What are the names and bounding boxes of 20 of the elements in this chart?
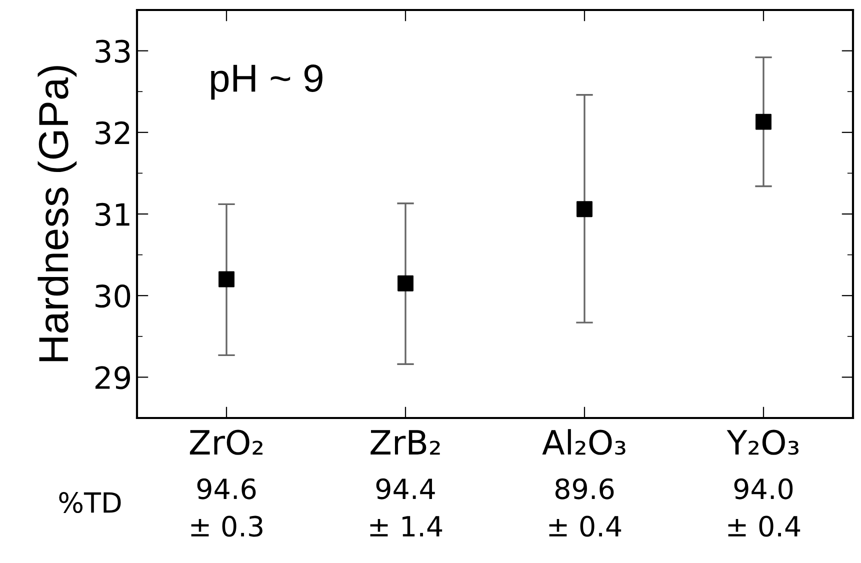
text: 94.4 ± 1.4 <box>370 478 442 536</box>
point <box>576 201 592 218</box>
point <box>218 271 234 288</box>
text: 89.6 ± 0.4 <box>549 478 622 537</box>
x-tick-label: Al₂O₃ <box>542 429 626 455</box>
point <box>398 275 414 292</box>
y-axis-title: Hardness (GPa) <box>38 66 77 362</box>
x-tick-label: ZrB₂ <box>370 430 440 455</box>
x-tick-label: ZrO₂ <box>190 430 262 455</box>
y-tick-label: 29 <box>95 366 130 390</box>
y-tick-label: 30 <box>96 284 130 308</box>
y-tick-label: 32 <box>96 121 130 144</box>
text: 94.6 ± 0.3 <box>191 478 262 537</box>
point <box>756 114 772 130</box>
y-tick-label: 31 <box>96 202 130 226</box>
text: 94.0 ± 0.4 <box>728 478 800 537</box>
y-tick-label: 33 <box>96 40 130 63</box>
annotation: pH ~ 9 <box>211 64 322 100</box>
text: %TD <box>59 492 121 514</box>
x-tick-label: Y₂O₃ <box>726 430 798 455</box>
